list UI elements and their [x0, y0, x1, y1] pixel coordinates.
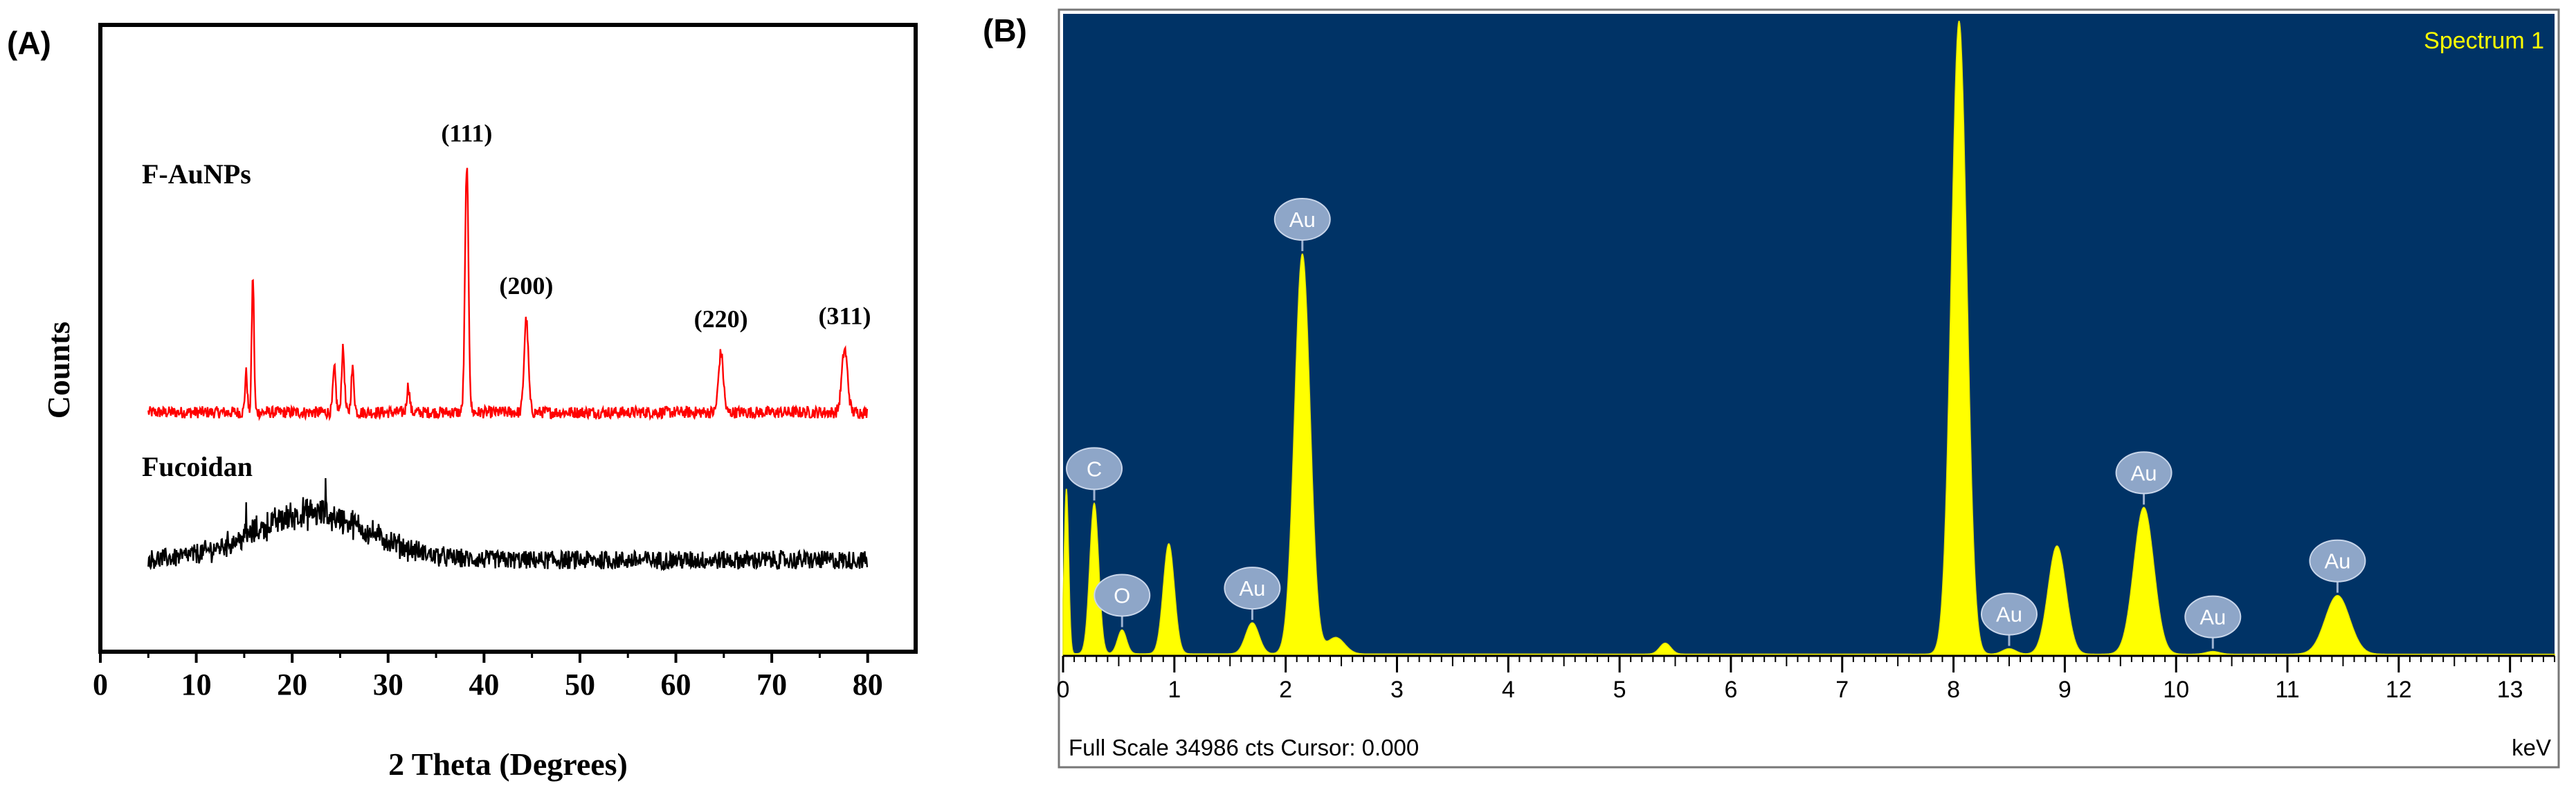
x-tick-label: 9: [2058, 677, 2071, 703]
element-label-au: Au: [1273, 197, 1331, 251]
status-readout: Full Scale 34986 cts Cursor: 0.000: [1069, 735, 1419, 760]
annotations: 0 10 20 30 40 50 60 70 80 F-AuNPs (111) (200) (220) (…: [93, 119, 883, 702]
x-axis-ticks: [99, 652, 869, 663]
x-tick-label: 6: [1724, 677, 1737, 703]
x-tick-label: 8: [1947, 677, 1960, 703]
x-tick-label: 3: [1390, 677, 1404, 703]
x-tick-label: 10: [181, 668, 212, 702]
plot-a-frame: [98, 23, 918, 654]
element-label-au: Au: [2184, 595, 2242, 649]
panel-a-label: (A): [7, 25, 51, 61]
element-labels: C O Au Au Au Au Au Au: [1066, 197, 2366, 649]
x-tick-label: 0: [1057, 677, 1070, 703]
label-badge: [2115, 451, 2173, 495]
x-tick-label: 30: [373, 668, 403, 702]
series-fucoidan: [147, 478, 869, 571]
spectrum-trace: [1062, 21, 2555, 657]
x-tick-label: 60: [661, 668, 691, 702]
label-badge: [1094, 574, 1151, 617]
spectrum-area: [1062, 21, 2555, 657]
series-label: F-AuNPs: [142, 158, 251, 190]
element-symbol: Au: [2324, 549, 2350, 574]
element-symbol: Au: [2199, 605, 2226, 630]
label-badge: [1066, 447, 1123, 491]
peak-annotation: (111): [441, 119, 492, 147]
element-label-au: Au: [1224, 567, 1281, 621]
label-badge: [1980, 592, 2038, 636]
x-tick-label: 4: [1502, 677, 1515, 703]
element-label-au: Au: [2309, 539, 2366, 593]
x-tick-label: 0: [93, 668, 108, 702]
panel-a-xrd-chart: (A) 0 10 20 30 40 50 60 70 80 F-AuNPs (111) (200) (2…: [7, 23, 918, 782]
y-axis-label: Counts: [41, 322, 76, 419]
x-tick-label: 1: [1168, 677, 1181, 703]
x-tick-label: 80: [853, 668, 883, 702]
x-tick-label: 2: [1279, 677, 1292, 703]
element-label-o: O: [1094, 574, 1151, 627]
element-symbol: Au: [1239, 576, 1265, 601]
x-tick-label: 40: [469, 668, 499, 702]
x-tick-label: 11: [2275, 677, 2299, 703]
x-tick-label: 5: [1613, 677, 1626, 703]
series-label: Fucoidan: [142, 451, 253, 482]
label-badge: [2309, 539, 2366, 583]
x-tick-label: 7: [1835, 677, 1849, 703]
unit-label: keV: [2512, 735, 2551, 760]
traces: [147, 167, 869, 571]
element-symbol: Au: [1996, 603, 2022, 627]
peak-annotation: (200): [499, 272, 553, 300]
x-tick-label: 10: [2163, 677, 2189, 703]
element-label-au: Au: [1980, 592, 2038, 646]
x-axis-label: 2 Theta (Degrees): [388, 746, 628, 782]
x-tick-label: 50: [565, 668, 595, 702]
peak-annotation: (311): [818, 302, 871, 329]
label-badge: [1273, 197, 1331, 241]
element-label-c: C: [1066, 447, 1123, 501]
energy-axis: 0 1 2 3 4 5 6 7 8 9 10 11 12 13: [1057, 654, 2555, 703]
element-symbol: Au: [2131, 461, 2157, 485]
element-label-au: Au: [2115, 451, 2173, 505]
peak-annotation: (220): [694, 305, 748, 333]
x-tick-label: 13: [2497, 677, 2523, 703]
element-symbol: Au: [1289, 208, 1316, 232]
panel-b-label: (B): [983, 12, 1027, 48]
spectrum-title: Spectrum 1: [2424, 28, 2544, 54]
element-symbol: O: [1114, 583, 1130, 607]
x-tick-label: 20: [277, 668, 307, 702]
x-tick-label: 70: [756, 668, 787, 702]
x-tick-label: 12: [2386, 677, 2412, 703]
element-symbol: C: [1087, 457, 1102, 481]
label-badge: [1224, 567, 1281, 610]
label-badge: [2184, 595, 2242, 639]
series-f-aunps: [147, 167, 869, 421]
